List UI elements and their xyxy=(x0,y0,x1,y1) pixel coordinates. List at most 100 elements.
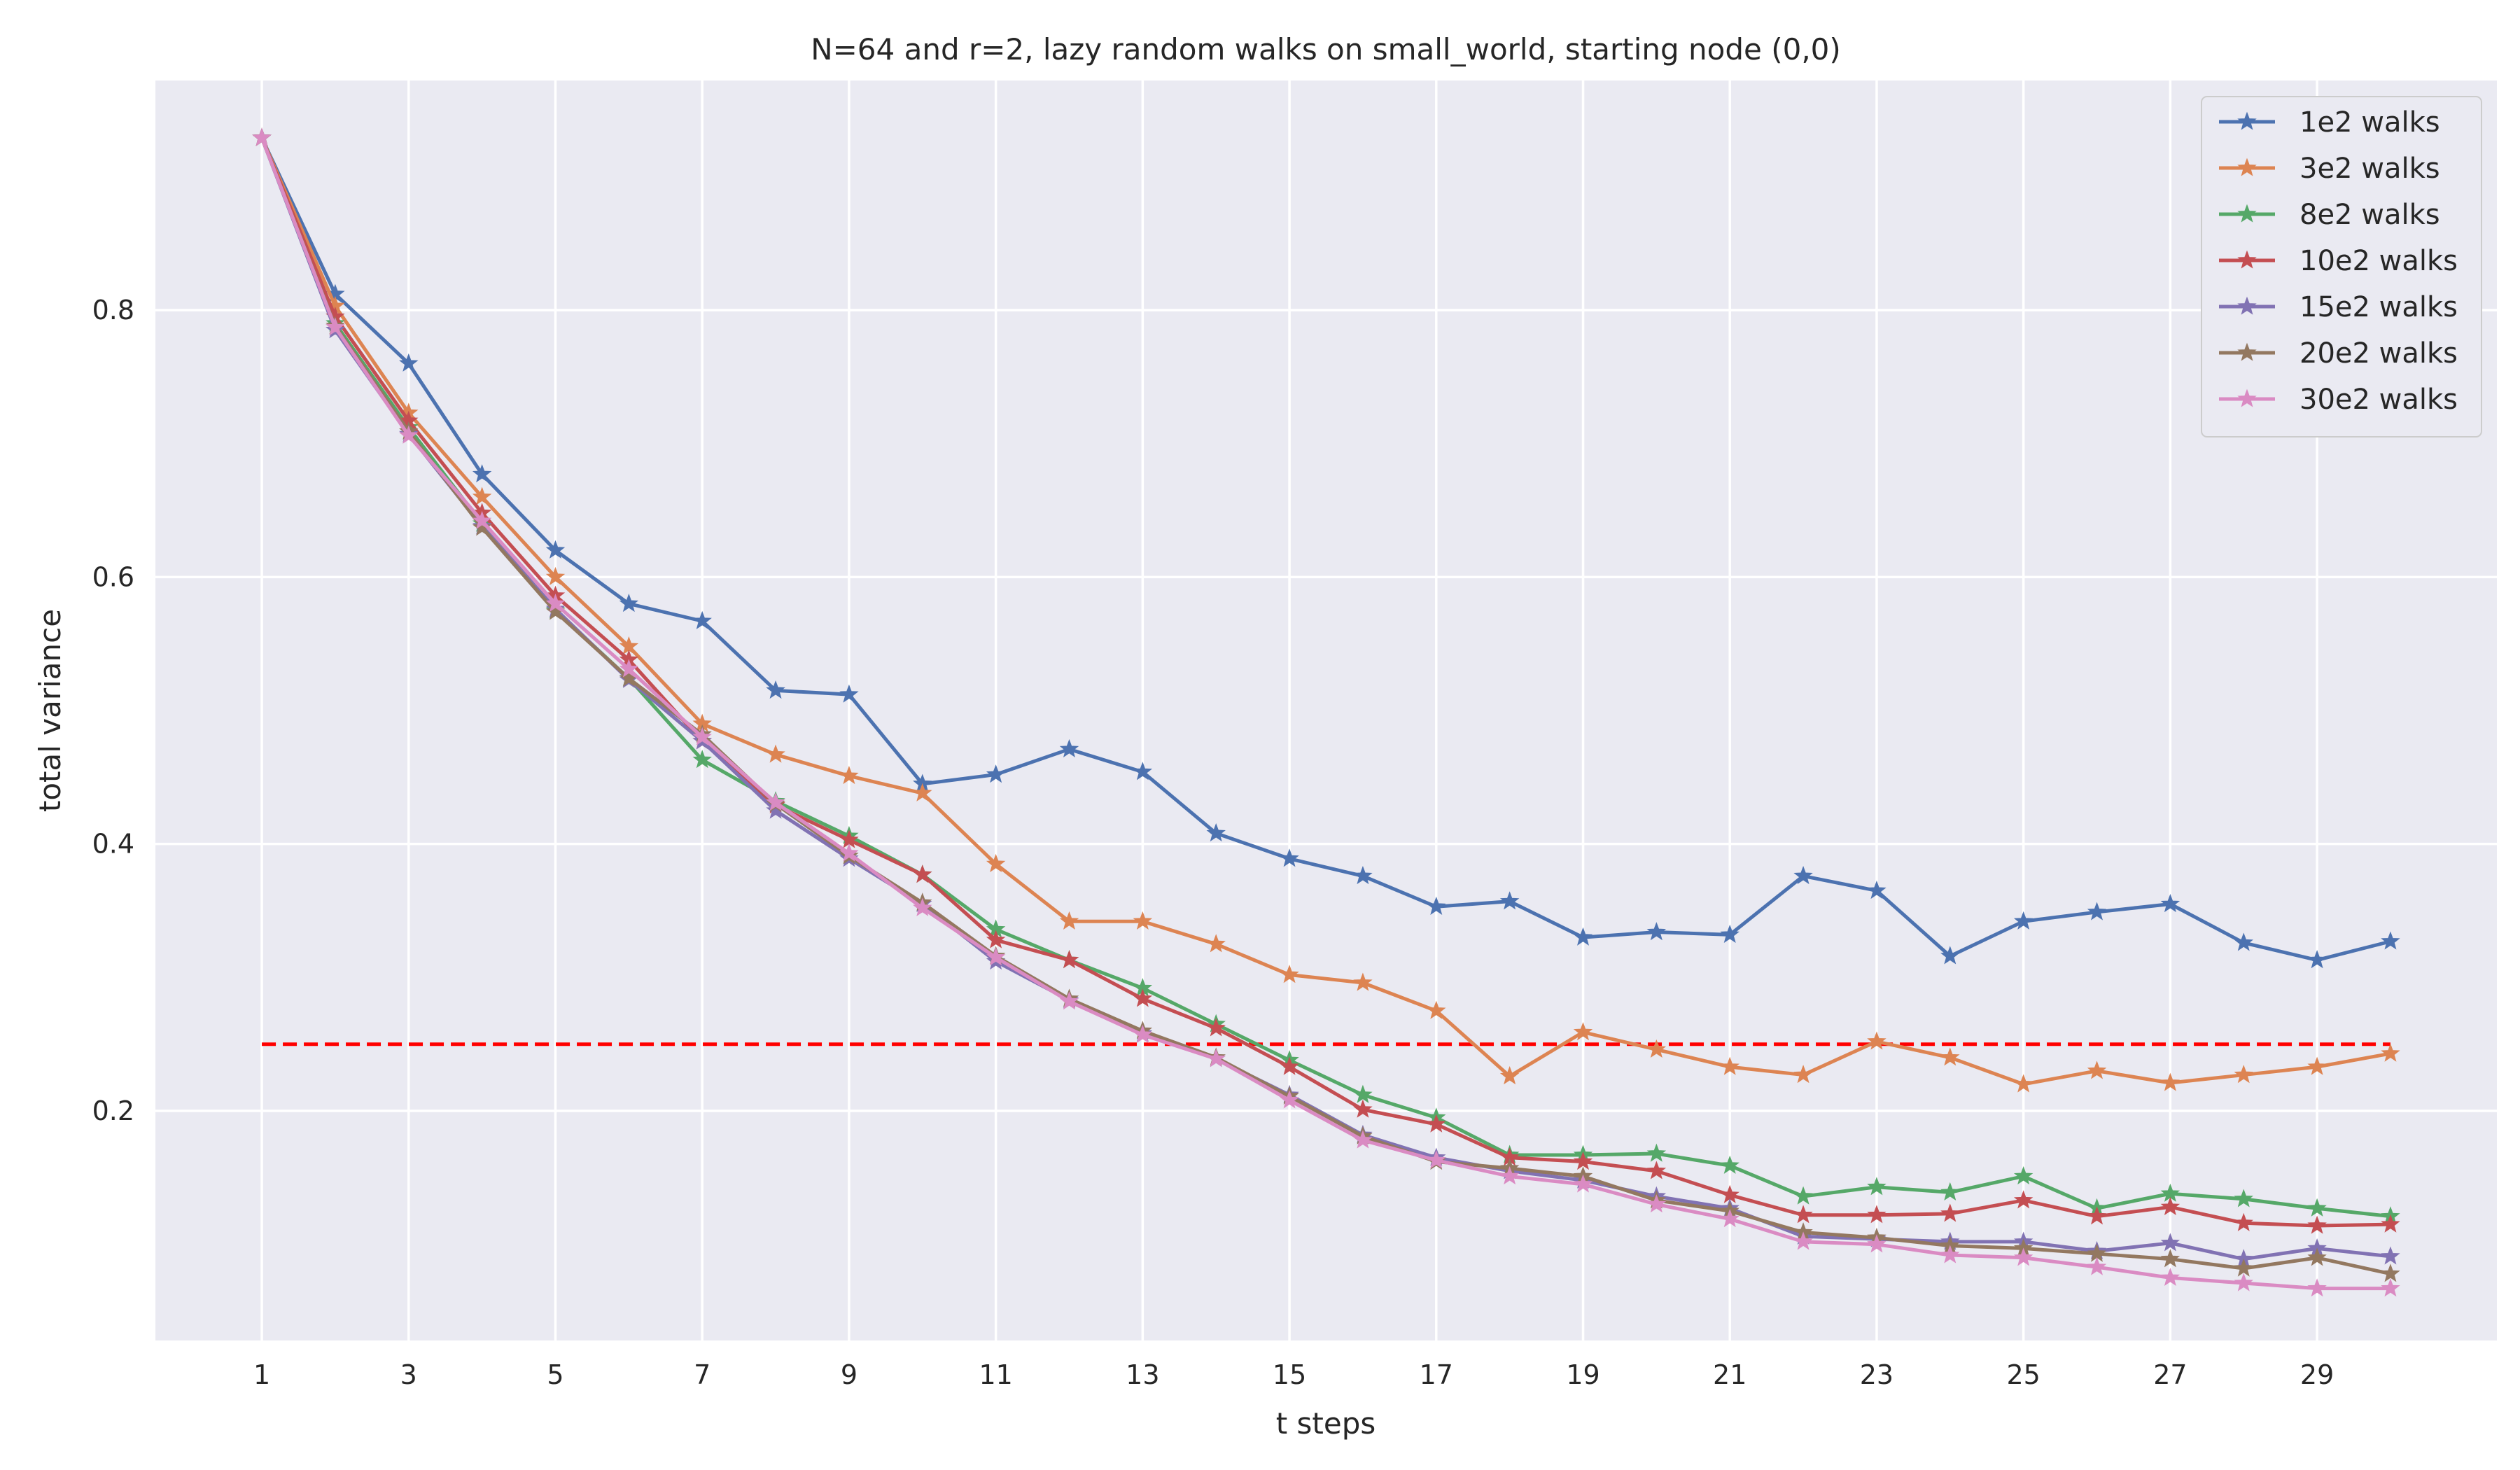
legend-label: 3e2 walks xyxy=(2300,153,2440,185)
data-point xyxy=(1573,1022,1593,1041)
data-point xyxy=(1867,880,1886,899)
data-point xyxy=(1646,1143,1667,1162)
data-point xyxy=(252,127,272,146)
data-point xyxy=(2234,1258,2253,1277)
data-point xyxy=(2013,911,2033,930)
data-point xyxy=(1353,972,1373,991)
data-point xyxy=(839,766,859,785)
data-point xyxy=(2160,1196,2180,1215)
data-point xyxy=(1940,1182,1960,1201)
x-tick-label: 29 xyxy=(2300,1359,2334,1390)
data-point xyxy=(2160,894,2180,913)
y-axis-label: total variance xyxy=(33,609,67,812)
series-line xyxy=(260,136,2391,1086)
data-point xyxy=(1646,922,1667,941)
data-point xyxy=(1940,1047,1960,1066)
y-tick-label: 0.6 xyxy=(92,561,134,592)
legend-item: 1e2 walks xyxy=(2219,106,2440,139)
data-point xyxy=(2013,1247,2033,1266)
data-point xyxy=(986,853,1006,872)
data-point xyxy=(1280,1056,1299,1075)
data-point xyxy=(399,425,419,444)
data-point xyxy=(766,792,785,811)
data-point xyxy=(472,464,492,483)
data-point xyxy=(2234,1273,2253,1292)
legend-swatch-marker xyxy=(2237,296,2257,315)
series-layer xyxy=(252,127,2400,1297)
data-point xyxy=(2160,1072,2180,1091)
data-point xyxy=(986,947,1006,966)
data-point xyxy=(2160,1233,2180,1252)
data-point xyxy=(1940,1245,1960,1264)
data-point xyxy=(2307,1198,2327,1217)
data-point xyxy=(1720,1056,1740,1075)
x-tick-label: 21 xyxy=(1713,1359,1746,1390)
legend-item: 8e2 walks xyxy=(2219,199,2440,231)
data-point xyxy=(1646,1161,1667,1180)
x-tick-label: 1 xyxy=(253,1359,270,1390)
data-point xyxy=(1793,1186,1813,1205)
data-point xyxy=(2381,1214,2400,1233)
data-point xyxy=(1793,1231,1813,1250)
y-tick-label: 0.2 xyxy=(92,1096,134,1126)
data-point xyxy=(1353,1130,1373,1149)
data-point xyxy=(1133,911,1153,930)
data-point xyxy=(2381,1264,2400,1282)
data-point xyxy=(986,930,1006,948)
data-point xyxy=(1940,946,1960,965)
series-line xyxy=(260,137,2390,1291)
data-point xyxy=(1059,738,1079,757)
data-point xyxy=(1206,822,1226,842)
plot-area xyxy=(155,80,2497,1340)
data-point xyxy=(2234,1065,2253,1084)
data-point xyxy=(839,843,859,862)
data-point xyxy=(472,486,492,505)
x-tick-label: 17 xyxy=(1420,1359,1453,1390)
data-point xyxy=(2087,1256,2107,1275)
data-point xyxy=(472,517,492,536)
data-point xyxy=(1427,1000,1446,1019)
series-line xyxy=(260,137,2391,1276)
data-point xyxy=(2381,1043,2400,1062)
legend-swatch-marker xyxy=(2237,342,2257,361)
legend-swatch-marker xyxy=(2237,158,2257,176)
y-tick-label: 0.4 xyxy=(92,829,134,860)
data-point xyxy=(2013,1166,2033,1185)
series-line xyxy=(260,137,2390,1228)
chart-title: N=64 and r=2, lazy random walks on small… xyxy=(811,32,1841,66)
data-point xyxy=(1499,891,1520,910)
data-point xyxy=(913,897,932,916)
data-point xyxy=(1059,991,1079,1010)
data-point xyxy=(2234,932,2253,951)
data-point xyxy=(1793,1205,1813,1224)
legend-label: 10e2 walks xyxy=(2300,245,2458,277)
data-point xyxy=(1353,1084,1373,1103)
data-point xyxy=(1499,1166,1520,1185)
data-point xyxy=(1720,924,1740,944)
data-point xyxy=(2160,1249,2180,1268)
data-point xyxy=(1867,1234,1886,1253)
data-point xyxy=(2307,1215,2327,1234)
data-point xyxy=(2307,1247,2327,1266)
series-line xyxy=(260,136,2391,962)
data-point xyxy=(1720,1155,1740,1174)
data-point xyxy=(472,510,492,529)
x-tick-label: 7 xyxy=(694,1359,710,1390)
data-point xyxy=(2381,1278,2400,1297)
legend-swatch-marker xyxy=(2237,204,2257,223)
data-point xyxy=(2087,1060,2107,1079)
data-point xyxy=(1720,1209,1740,1228)
data-point xyxy=(399,353,419,372)
data-point xyxy=(1427,1150,1446,1169)
legend-item: 10e2 walks xyxy=(2219,245,2458,277)
data-point xyxy=(1646,1039,1667,1058)
data-point xyxy=(1867,1177,1886,1196)
legend-item: 15e2 walks xyxy=(2219,291,2458,323)
x-tick-label: 19 xyxy=(1566,1359,1600,1390)
series-3e2-walks xyxy=(252,127,2400,1093)
data-point xyxy=(619,594,639,612)
data-point xyxy=(1133,1024,1153,1044)
data-point xyxy=(2381,931,2400,950)
legend-swatch-marker xyxy=(2237,250,2257,269)
